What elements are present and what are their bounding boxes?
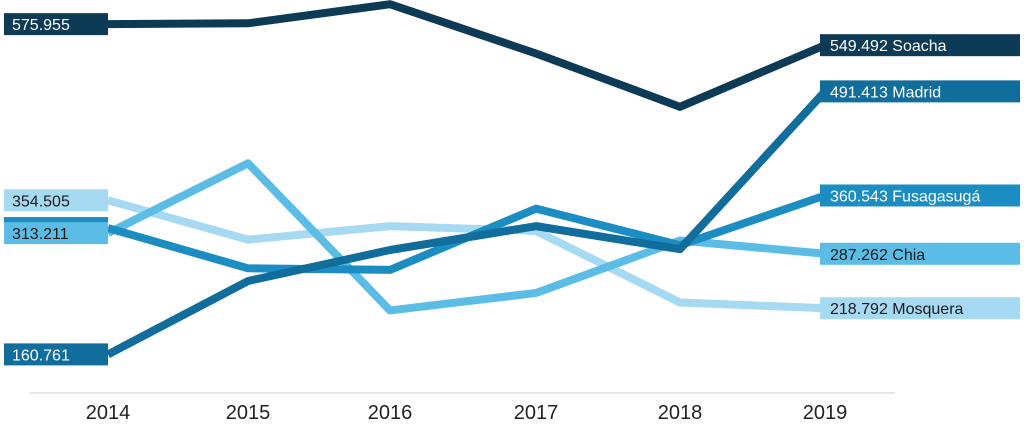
x-tick-label-2016: 2016	[368, 402, 413, 424]
series-labels: 575.955 549.492 Soacha 160.761 491.413 Madr…	[4, 13, 1020, 366]
start-label-box-chia	[4, 222, 108, 245]
start-label-box-madrid	[4, 343, 108, 366]
end-label-box-madrid	[820, 80, 1020, 103]
series-line-madrid	[106, 88, 828, 358]
series-line-chia	[106, 159, 826, 315]
start-label-mosquera: 354.505	[12, 193, 70, 210]
x-tick-label-2019: 2019	[803, 402, 848, 424]
end-label-box-mosquera	[820, 297, 1020, 320]
end-label-mosquera: 218.792 Mosquera	[830, 301, 964, 318]
series-line-soacha	[107, 0, 827, 111]
start-label-box-soacha	[4, 13, 108, 36]
start-label-soacha: 575.955	[12, 17, 70, 34]
end-label-box-soacha	[820, 34, 1020, 57]
end-label-soacha: 549.492 Soacha	[830, 38, 947, 55]
series-line-mosquera	[106, 196, 826, 313]
end-label-box-chia	[820, 242, 1020, 265]
x-tick-label-2015: 2015	[226, 402, 271, 424]
start-label-chia: 313.211	[12, 226, 69, 243]
x-axis-ticks: 2014 2015 2016 2017 2018 2019	[86, 402, 848, 424]
end-label-chia: 287.262 Chia	[830, 247, 925, 264]
x-tick-label-2014: 2014	[86, 402, 131, 424]
start-label-box-mosquera	[4, 189, 108, 212]
start-label-madrid: 160.761	[12, 347, 70, 364]
end-label-box-fusagasuga	[820, 184, 1020, 207]
end-label-fusagasuga: 360.543 Fusagasugá	[830, 188, 980, 205]
x-tick-label-2017: 2017	[514, 402, 559, 424]
series-lines	[106, 0, 828, 358]
end-label-madrid: 491.413 Madrid	[830, 84, 941, 101]
x-tick-label-2018: 2018	[658, 402, 703, 424]
